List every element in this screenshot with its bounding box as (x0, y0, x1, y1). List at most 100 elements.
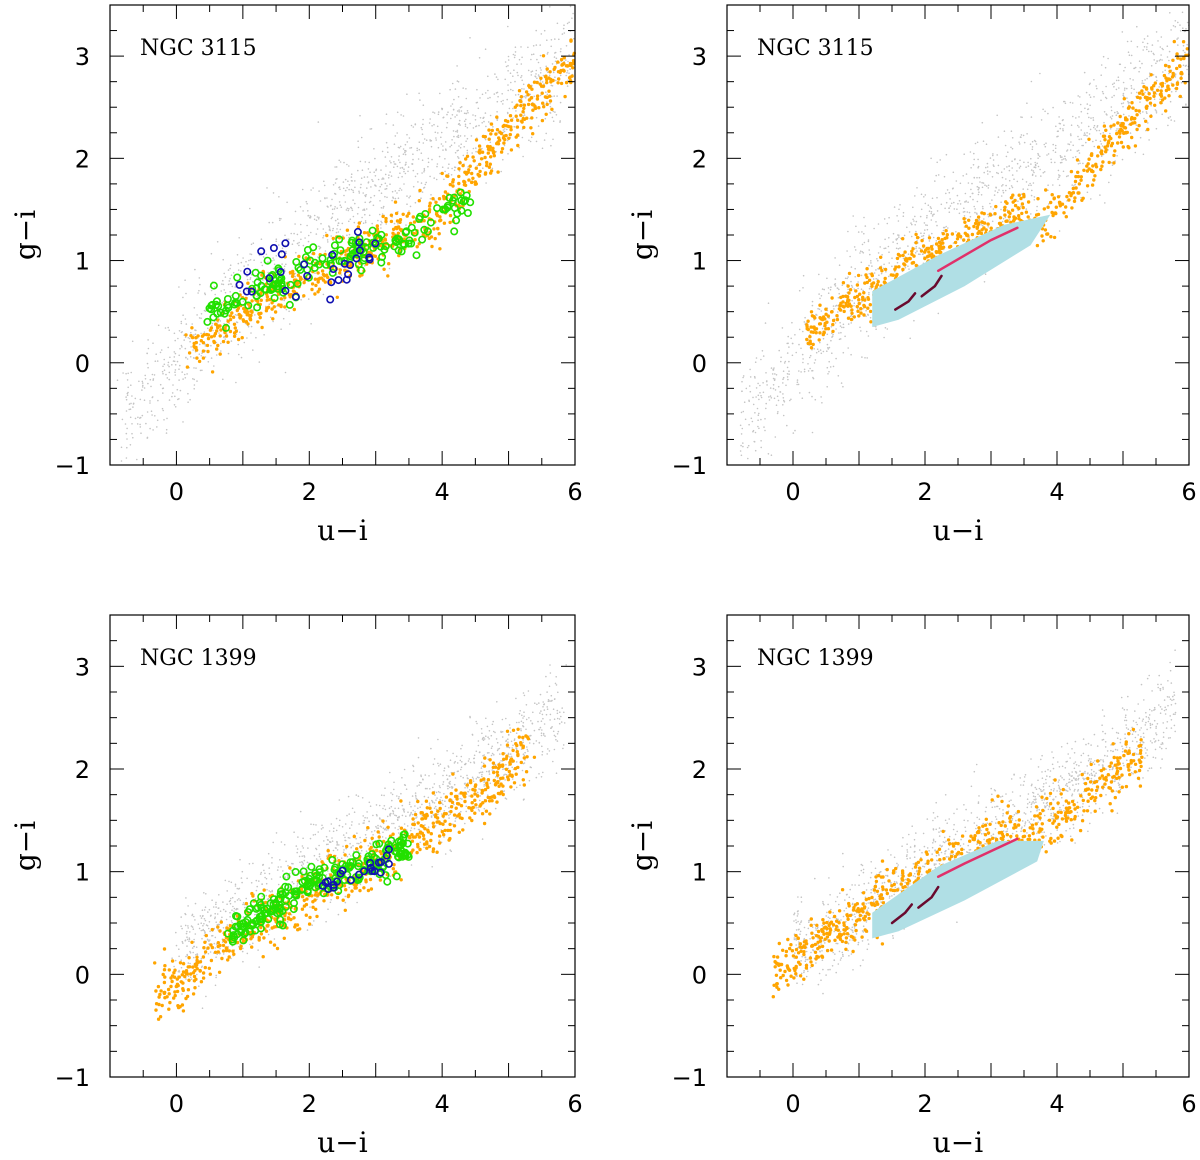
data-point (503, 768, 506, 770)
data-point (974, 218, 979, 223)
data-point (218, 324, 222, 328)
data-point (762, 391, 765, 394)
data-point (466, 110, 469, 112)
data-point (380, 169, 382, 171)
data-point (271, 856, 273, 859)
data-point (1148, 139, 1150, 141)
data-point (513, 739, 516, 741)
data-point (240, 270, 242, 272)
data-point (513, 738, 516, 740)
data-point (210, 289, 213, 292)
data-point (176, 360, 179, 363)
data-point (1146, 48, 1148, 51)
data-point (1050, 158, 1052, 161)
data-point (173, 360, 176, 363)
data-point (1182, 56, 1186, 61)
data-point (925, 255, 929, 259)
data-point (1175, 66, 1179, 71)
data-point (522, 106, 526, 111)
data-point (270, 301, 274, 305)
data-point (152, 379, 154, 381)
data-point (831, 322, 835, 327)
data-point (1167, 94, 1171, 98)
data-point (440, 136, 442, 139)
data-point (296, 233, 299, 236)
data-point (503, 774, 505, 776)
data-point (485, 735, 487, 737)
data-point (792, 342, 794, 345)
data-point (1142, 49, 1144, 51)
data-point (409, 205, 412, 208)
data-point (246, 281, 250, 285)
data-point (479, 157, 484, 161)
data-point (957, 202, 959, 205)
data-point (758, 427, 760, 430)
data-point (456, 131, 459, 133)
data-point (466, 774, 468, 777)
data-point (174, 371, 176, 374)
data-point (302, 280, 306, 285)
data-point (953, 208, 956, 210)
data-point (530, 116, 534, 120)
data-point (223, 326, 227, 330)
data-point (422, 104, 425, 106)
data-point (343, 161, 345, 164)
data-point (293, 831, 295, 833)
data-point (339, 161, 342, 163)
data-point (1147, 122, 1149, 124)
data-point (277, 250, 286, 259)
data-point (237, 343, 239, 346)
data-point (210, 252, 213, 255)
data-point (1092, 126, 1095, 129)
data-point (1069, 193, 1073, 198)
data-point (1132, 79, 1134, 81)
data-point (802, 330, 804, 333)
data-point (553, 95, 555, 97)
data-point (428, 122, 431, 124)
data-point (557, 77, 561, 81)
data-point (809, 367, 811, 370)
data-point (521, 110, 525, 114)
data-point (1101, 90, 1104, 93)
data-point (552, 730, 555, 733)
data-point (1003, 205, 1007, 209)
data-point (1153, 59, 1155, 61)
data-point (1094, 162, 1098, 166)
data-point (754, 412, 756, 414)
data-point (348, 188, 350, 191)
data-point (290, 232, 293, 235)
data-point (861, 251, 864, 253)
data-point (994, 204, 998, 209)
data-point (519, 113, 523, 117)
data-point (509, 128, 513, 132)
data-point (934, 242, 939, 246)
data-point (214, 936, 217, 939)
data-point (360, 177, 363, 179)
data-point (209, 951, 212, 953)
data-point (496, 100, 499, 103)
data-point (868, 293, 870, 296)
data-point (439, 786, 441, 789)
data-point (492, 720, 495, 723)
data-point (159, 351, 162, 354)
data-point (1069, 169, 1074, 174)
data-point (377, 258, 386, 267)
data-point (335, 178, 337, 180)
data-point (930, 219, 933, 221)
data-point (397, 176, 400, 179)
y-axis-title: g−i (9, 210, 42, 260)
data-point (479, 117, 482, 119)
data-point (1127, 100, 1129, 103)
data-point (802, 358, 804, 360)
data-point (906, 226, 908, 229)
data-point (1100, 149, 1104, 153)
data-point (423, 138, 426, 140)
data-point (858, 292, 862, 296)
data-point (460, 747, 462, 750)
data-point (821, 327, 824, 330)
data-point (1168, 59, 1170, 62)
data-point (512, 744, 514, 747)
data-point (168, 378, 171, 381)
data-point (1124, 66, 1126, 69)
data-point (1157, 40, 1159, 42)
